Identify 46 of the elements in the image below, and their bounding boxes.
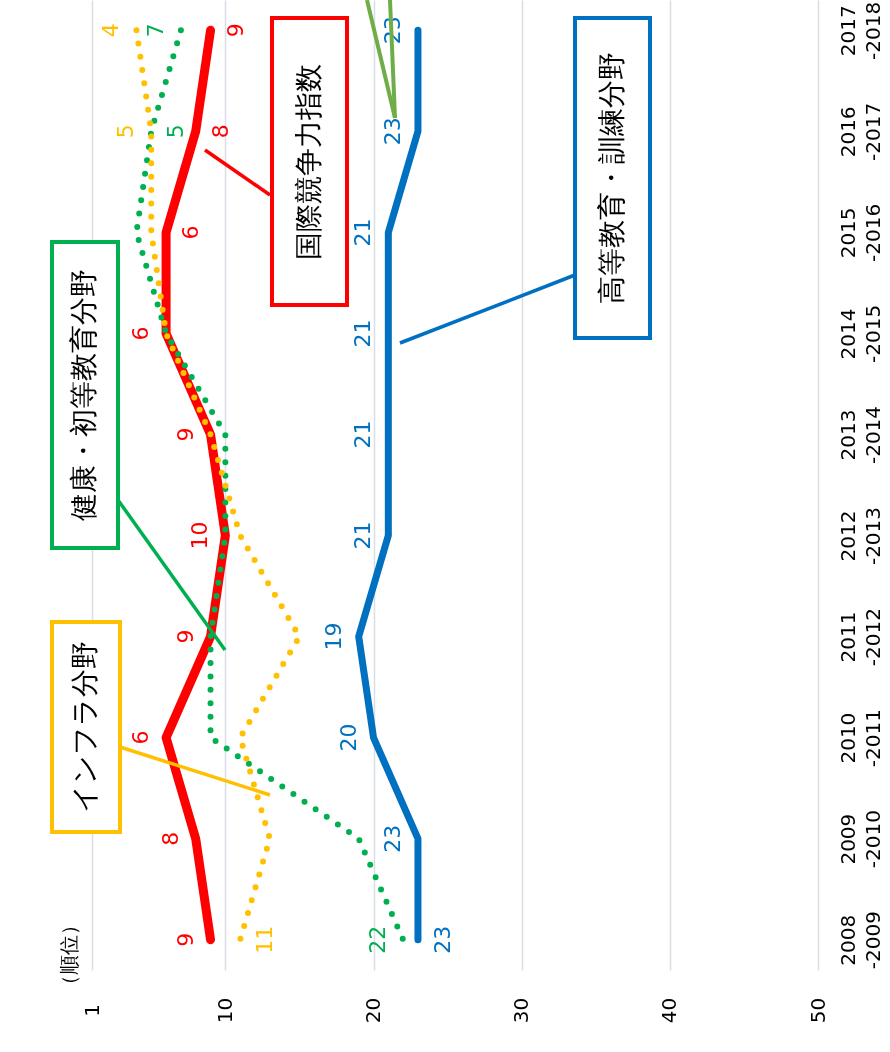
y-tick-label: 2011 -2012 <box>835 608 885 667</box>
data-label: 8 <box>157 831 183 846</box>
data-label: 6 <box>178 225 204 240</box>
y-tick-label: 2015 -2016 <box>835 203 885 262</box>
data-label: 22 <box>365 925 391 954</box>
data-label: 7 <box>142 23 168 38</box>
x-tick-label: 30 <box>509 997 534 1024</box>
x-tick-label: 50 <box>805 997 830 1024</box>
y-tick-label: 2014 -2015 <box>835 304 885 363</box>
x-tick-label: 20 <box>361 997 386 1024</box>
data-label: 6 <box>128 730 154 745</box>
x-tick-label: 1 <box>79 1004 104 1017</box>
text: （順位） <box>57 915 81 995</box>
data-label: 9 <box>172 629 198 644</box>
data-label: 10 <box>187 521 213 550</box>
data-label: 20 <box>335 723 361 752</box>
data-label: 8 <box>207 124 233 139</box>
y-tick-label: 2016 -2017 <box>835 102 885 161</box>
data-label: 5 <box>113 124 139 139</box>
data-label: 4 <box>98 23 124 38</box>
text: 健康・初等教育分野 <box>67 269 100 521</box>
data-label: 9 <box>172 427 198 442</box>
text: インフラ分野 <box>68 641 101 813</box>
data-label: 9 <box>222 23 248 38</box>
x-tick-label: 40 <box>657 997 682 1024</box>
y-tick-label: 2009 -2010 <box>835 810 885 869</box>
x-tick-label: 10 <box>212 997 237 1024</box>
data-label: 21 <box>350 420 376 449</box>
data-label: 6 <box>128 326 154 341</box>
y-tick-label: 2010 -2011 <box>835 709 885 768</box>
data-label: 9 <box>172 932 198 947</box>
data-label: 19 <box>320 622 346 651</box>
data-label: 21 <box>350 521 376 550</box>
data-label: 21 <box>350 319 376 348</box>
data-label: 23 <box>379 824 405 853</box>
y-tick-label: 2017 -2018 <box>835 1 885 60</box>
legend-label: 国際競争力指数 <box>291 63 325 260</box>
y-tick-label: 2008 -2009 <box>835 911 885 970</box>
y-tick-label: 2013 -2014 <box>835 405 885 465</box>
text: 高等教育・訓練分野 <box>594 52 628 304</box>
data-label: 5 <box>163 124 189 139</box>
data-label: 23 <box>429 925 455 954</box>
data-label: 11 <box>252 925 278 954</box>
y-tick-label: 2012 -2013 <box>835 506 885 566</box>
data-label: 21 <box>350 218 376 247</box>
data-label: 23 <box>379 117 405 146</box>
